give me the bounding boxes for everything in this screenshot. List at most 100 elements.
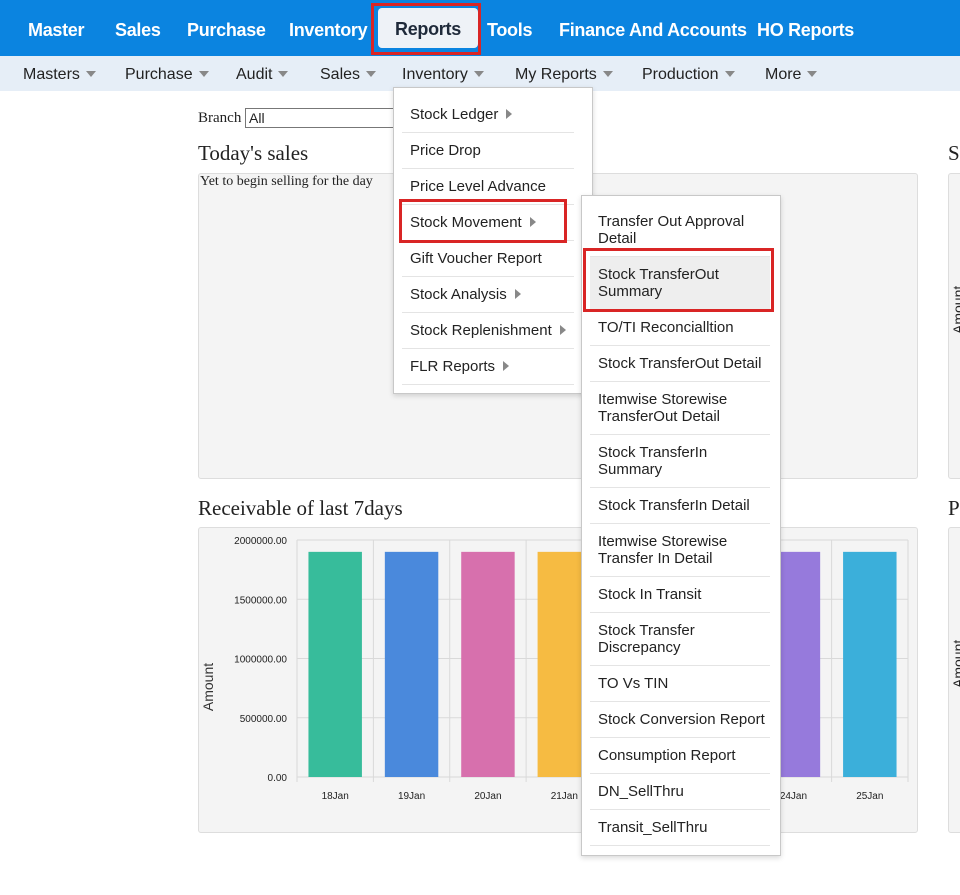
chevron-down-icon (807, 70, 818, 77)
menu-item-label: Stock Analysis (410, 286, 507, 303)
sub-nav-more[interactable]: More (765, 56, 818, 91)
submenu-item-stock-transferin-detail[interactable]: Stock TransferIn Detail (590, 488, 770, 524)
sub-nav-my-reports[interactable]: My Reports (515, 56, 613, 91)
receivable-chart: 0.00 500000.00 1000000.00 1500000.00 2000000… (200, 536, 909, 802)
chart-x-tick-label: 21Jan (551, 791, 578, 802)
top-nav-purchase[interactable]: Purchase (187, 20, 266, 40)
sub-nav-label: My Reports (515, 66, 597, 83)
chart-x-tick-label: 19Jan (398, 791, 425, 802)
chevron-down-icon (602, 70, 613, 77)
menu-item-label: Stock Replenishment (410, 322, 552, 339)
chart-y-tick-label: 2000000.00 (234, 536, 287, 547)
submenu-item-label: Itemwise Storewise Transfer In Detail (598, 533, 728, 567)
sub-nav-audit[interactable]: Audit (236, 56, 289, 91)
submenu-item-label: TO/TI Reconcialltion (598, 319, 734, 336)
sub-nav-label: Inventory (402, 66, 468, 83)
sub-nav-label: Audit (236, 66, 273, 83)
submenu-item-to-ti-reconcialltion[interactable]: TO/TI Reconcialltion (590, 310, 770, 346)
submenu-item-stock-transferin-summary[interactable]: Stock TransferIn Summary (590, 435, 770, 488)
menu-item-flr-reports[interactable]: FLR Reports (402, 349, 574, 385)
top-nav-master[interactable]: Master (28, 20, 85, 40)
submenu-item-label: Stock TransferIn Detail (598, 497, 750, 514)
submenu-item-label: DN_SellThru (598, 783, 684, 800)
chart-y-tick-labels: 0.00 500000.00 1000000.00 1500000.00 2000000… (234, 536, 287, 784)
chart-x-tick-label: 18Jan (322, 791, 349, 802)
top-nav-finance-and-accounts[interactable]: Finance And Accounts (559, 20, 747, 40)
right-panel-top-title: S (948, 141, 960, 165)
sub-nav-masters[interactable]: Masters (23, 56, 96, 91)
todays-sales-title: Today's sales (198, 141, 309, 165)
sub-nav: Masters Purchase Audit Sales Inventory M… (0, 56, 960, 91)
branch-label: Branch (198, 110, 242, 126)
submenu-item-label: Consumption Report (598, 747, 736, 764)
submenu-item-label: Stock Transfer Discrepancy (598, 622, 695, 656)
chevron-right-icon (514, 289, 521, 300)
top-nav-ho-reports[interactable]: HO Reports (757, 20, 855, 40)
chart-x-tick-label: 24Jan (780, 791, 807, 802)
chart-bar-20Jan (461, 551, 515, 777)
top-nav-reports[interactable]: Reports (378, 8, 478, 48)
submenu-item-transit-sellthru[interactable]: Transit_SellThru (590, 810, 770, 846)
menu-item-label: Stock Ledger (410, 106, 499, 123)
chart-bar-25Jan (843, 551, 897, 777)
sub-nav-inventory[interactable]: Inventory (402, 56, 484, 91)
menu-item-gift-voucher-report[interactable]: Gift Voucher Report (402, 241, 574, 277)
chevron-down-icon (278, 70, 289, 77)
submenu-item-label: Stock In Transit (598, 586, 702, 603)
submenu-item-label: Stock TransferOut Detail (598, 355, 762, 372)
chevron-down-icon (724, 70, 735, 77)
menu-item-stock-ledger[interactable]: Stock Ledger (402, 97, 574, 133)
sub-nav-label: Masters (23, 66, 80, 83)
chevron-right-icon (529, 217, 536, 228)
submenu-item-stock-conversion-report[interactable]: Stock Conversion Report (590, 702, 770, 738)
chart-y-tick-label: 500000.00 (240, 714, 288, 725)
top-nav-sales[interactable]: Sales (115, 20, 161, 40)
menu-item-label: Price Drop (410, 142, 481, 159)
right-panel-bottom-title: P (948, 496, 960, 520)
menu-item-label: FLR Reports (410, 358, 496, 375)
sub-nav-purchase[interactable]: Purchase (125, 56, 209, 91)
sub-nav-label: Sales (320, 66, 361, 83)
branch-select[interactable]: All (245, 108, 405, 128)
menu-item-label: Stock Movement (410, 214, 522, 231)
chart-x-tick-label: 25Jan (856, 791, 883, 802)
top-nav: Master Sales Purchase Inventory Reports … (0, 0, 960, 56)
menu-item-stock-movement[interactable]: Stock Movement (402, 205, 574, 241)
submenu-item-stock-transfer-discrepancy[interactable]: Stock Transfer Discrepancy (590, 613, 770, 666)
submenu-item-label: Stock Conversion Report (598, 711, 765, 728)
chart-bar-18Jan (308, 551, 362, 777)
todays-sales-message: Yet to begin selling for the day (200, 174, 373, 189)
top-nav-tools[interactable]: Tools (487, 20, 533, 40)
stock-movement-submenu: Transfer Out Approval Detail Stock Trans… (581, 195, 781, 856)
submenu-item-label: TO Vs TIN (598, 675, 669, 692)
chevron-down-icon (85, 70, 96, 77)
top-nav-inventory[interactable]: Inventory (289, 20, 368, 40)
menu-item-label: Gift Voucher Report (410, 250, 542, 267)
submenu-item-consumption-report[interactable]: Consumption Report (590, 738, 770, 774)
submenu-item-to-vs-tin[interactable]: TO Vs TIN (590, 666, 770, 702)
right-panel-bottom (948, 527, 960, 833)
menu-item-label: Price Level Advance (410, 178, 546, 195)
chevron-down-icon (473, 70, 484, 77)
submenu-item-stock-transferout-detail[interactable]: Stock TransferOut Detail (590, 346, 770, 382)
submenu-item-stock-in-transit[interactable]: Stock In Transit (590, 577, 770, 613)
chart-y-axis-label: Amount (200, 663, 216, 711)
chevron-down-icon (366, 70, 377, 77)
submenu-item-transfer-out-approval-detail[interactable]: Transfer Out Approval Detail (590, 204, 770, 257)
submenu-item-label: Stock TransferIn Summary (598, 444, 708, 478)
menu-item-stock-analysis[interactable]: Stock Analysis (402, 277, 574, 313)
menu-item-price-level-advance[interactable]: Price Level Advance (402, 169, 574, 205)
right-panel-top-axis-label: Amount (950, 285, 960, 334)
submenu-item-itemwise-storewise-transferout-detail[interactable]: Itemwise Storewise TransferOut Detail (590, 382, 770, 435)
chart-bar-19Jan (384, 551, 439, 777)
reports-dropdown-menu: Stock Ledger Price Drop Price Level Adva… (393, 87, 593, 394)
chart-x-tick-label: 20Jan (474, 791, 501, 802)
submenu-item-itemwise-storewise-transfer-in-detail[interactable]: Itemwise Storewise Transfer In Detail (590, 524, 770, 577)
sub-nav-production[interactable]: Production (642, 56, 735, 91)
submenu-item-stock-transferout-summary[interactable]: Stock TransferOut Summary (590, 257, 770, 310)
menu-item-price-drop[interactable]: Price Drop (402, 133, 574, 169)
menu-item-stock-replenishment[interactable]: Stock Replenishment (402, 313, 574, 349)
submenu-item-dn-sellthru[interactable]: DN_SellThru (590, 774, 770, 810)
chevron-down-icon (198, 70, 209, 77)
sub-nav-sales[interactable]: Sales (320, 56, 377, 91)
